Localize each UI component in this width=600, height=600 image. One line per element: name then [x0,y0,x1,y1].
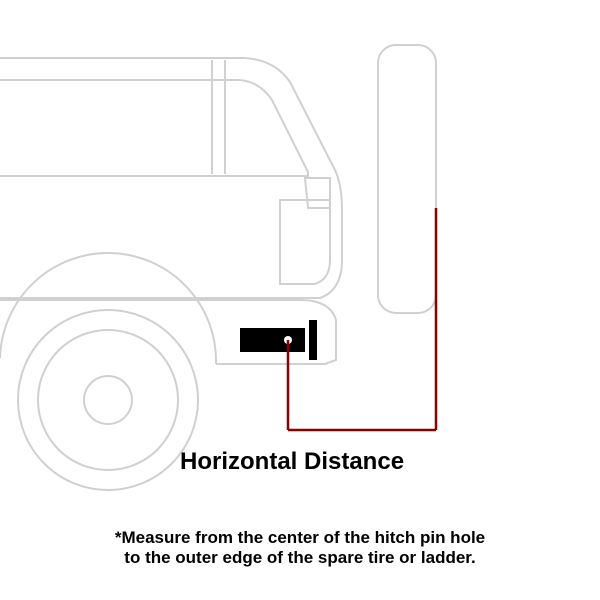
hitch-receiver [240,320,317,360]
footnote-line-1: *Measure from the center of the hitch pi… [0,528,600,548]
measurement-lines [288,208,436,430]
spare-tire [378,45,436,313]
footnote-line-2: to the outer edge of the spare tire or l… [0,548,600,568]
vehicle-outline [0,58,342,490]
horizontal-distance-label: Horizontal Distance [180,448,404,476]
measurement-diagram [0,0,600,600]
measurement-footnote: *Measure from the center of the hitch pi… [0,528,600,568]
